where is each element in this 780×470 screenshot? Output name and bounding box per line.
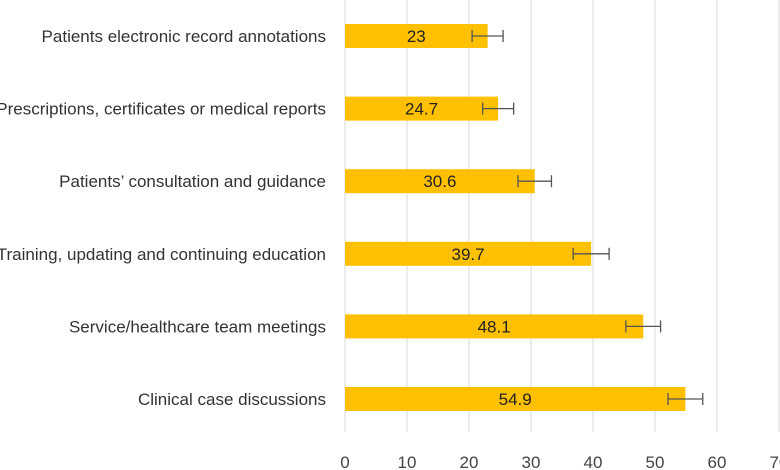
x-tick-label: 0 bbox=[340, 453, 349, 470]
error-bar bbox=[471, 30, 504, 42]
error-bar bbox=[667, 393, 704, 405]
category-label: Training, updating and continuing educat… bbox=[0, 245, 326, 264]
x-axis-tick-labels: 0 10 20 30 40 50 60 70 bbox=[340, 453, 780, 470]
data-labels: 23 24.7 30.6 39.7 48.1 54.9 bbox=[405, 27, 532, 409]
error-bar bbox=[572, 247, 610, 260]
category-label: Clinical case discussions bbox=[138, 390, 326, 409]
x-tick-label: 10 bbox=[398, 453, 417, 470]
category-labels: Patients electronic record annotations Pr… bbox=[0, 27, 326, 409]
x-tick-label: 20 bbox=[460, 453, 479, 470]
data-label: 54.9 bbox=[499, 390, 532, 409]
data-label: 23 bbox=[407, 27, 426, 46]
x-tick-label: 40 bbox=[584, 453, 603, 470]
x-tick-label: 50 bbox=[646, 453, 665, 470]
error-bar bbox=[517, 175, 553, 188]
x-tick-label: 70 bbox=[770, 453, 780, 470]
bar bbox=[345, 24, 488, 48]
bar bbox=[345, 387, 686, 411]
data-label: 39.7 bbox=[452, 245, 485, 264]
category-label: Prescriptions, certificates or medical r… bbox=[0, 100, 326, 119]
error-bar bbox=[625, 320, 662, 333]
bars bbox=[345, 24, 686, 411]
bar bbox=[345, 241, 592, 266]
x-tick-label: 60 bbox=[708, 453, 727, 470]
bar bbox=[345, 96, 499, 121]
category-label: Patients electronic record annotations bbox=[42, 27, 326, 46]
category-label: Service/healthcare team meetings bbox=[69, 317, 326, 336]
bar bbox=[345, 169, 535, 194]
data-label: 24.7 bbox=[405, 100, 438, 119]
data-label: 48.1 bbox=[478, 317, 511, 336]
error-bars bbox=[471, 30, 704, 405]
bar bbox=[345, 314, 644, 339]
gridlines bbox=[344, 0, 780, 432]
error-bar bbox=[481, 102, 515, 115]
x-tick-label: 30 bbox=[522, 453, 541, 470]
data-label: 30.6 bbox=[423, 172, 456, 191]
category-label: Patients’ consultation and guidance bbox=[59, 172, 326, 191]
